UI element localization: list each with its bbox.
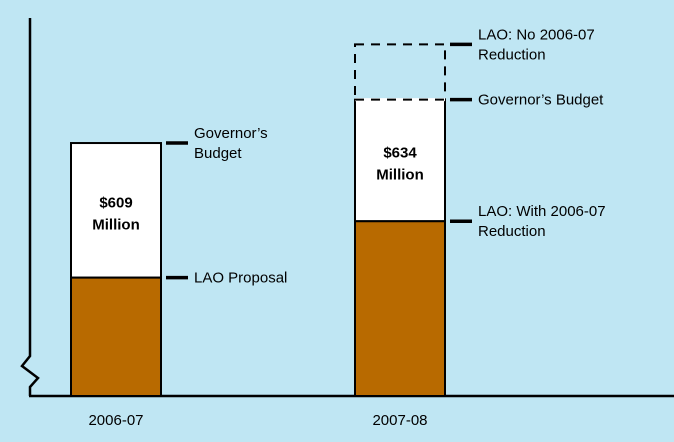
dashed-annotation-label: Reduction [478,46,546,63]
gap-value-label: Million [376,166,424,183]
governor-gap-box [70,142,162,279]
lao-annotation-label: Reduction [478,223,546,240]
gap-value-label: $609 [99,194,132,211]
chart-marks: $609 Million 2006-07 Governor’s Budget LAO Pr… [70,26,606,429]
x-tick-label: 2006-07 [88,412,143,429]
lao-bar [70,276,162,398]
governor-annotation-label: Governor’s [194,125,268,142]
lao-annotation-label: LAO Proposal [194,270,287,287]
gap-value-label: Million [92,216,140,233]
governor-annotation-label: Budget [194,145,242,162]
x-tick-label: 2007-08 [372,412,427,429]
gap-value-label: $634 [383,144,417,161]
governor-annotation-label: Governor’s Budget [478,92,604,109]
lao-annotation-label: LAO: With 2006-07 [478,203,606,220]
dashed-no-reduction-box [354,43,446,101]
dashed-annotation-label: LAO: No 2006-07 [478,26,595,43]
y-axis-line [20,18,40,396]
lao-bar [354,220,446,397]
